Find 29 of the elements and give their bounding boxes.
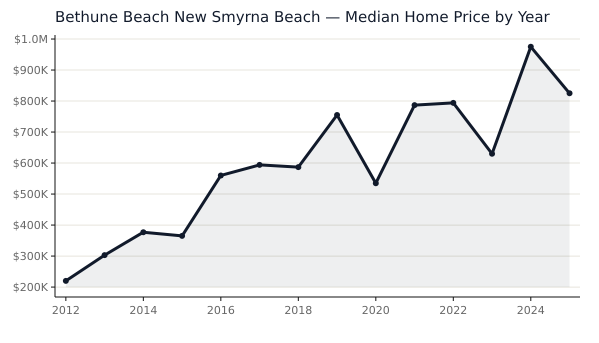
x-tick-label: 2016 <box>206 304 235 317</box>
x-tick-label: 2024 <box>516 304 545 317</box>
y-tick-label: $700K <box>12 126 49 139</box>
point <box>62 278 69 284</box>
y-tick-label: $300K <box>12 250 49 263</box>
point <box>218 172 224 178</box>
y-tick-label: $900K <box>12 64 49 77</box>
x-tick-label: 2022 <box>439 304 468 317</box>
point <box>102 252 108 258</box>
point <box>295 164 302 170</box>
y-tick-label: $800K <box>12 94 49 108</box>
point <box>566 90 573 96</box>
y-tick-label: $500K <box>12 188 49 201</box>
y-tick-label: $600K <box>12 156 49 170</box>
point <box>412 102 418 108</box>
x-tick-label: 2012 <box>52 304 80 317</box>
y-tick-label: $200K <box>12 280 49 294</box>
point <box>528 44 534 50</box>
y-tick-label: $1.0M <box>14 32 48 46</box>
x-tick-label: 2020 <box>362 304 390 317</box>
x-tick-label: 2018 <box>284 304 312 317</box>
y-tick-label: $400K <box>12 218 49 232</box>
point <box>450 100 456 106</box>
x-tick-label: 2014 <box>129 304 158 317</box>
chart-title: Bethune Beach New Smyrna Beach — Median Home Price by Year <box>55 8 551 26</box>
point <box>256 162 263 168</box>
point <box>334 112 340 118</box>
point <box>140 229 146 236</box>
point <box>179 232 186 239</box>
